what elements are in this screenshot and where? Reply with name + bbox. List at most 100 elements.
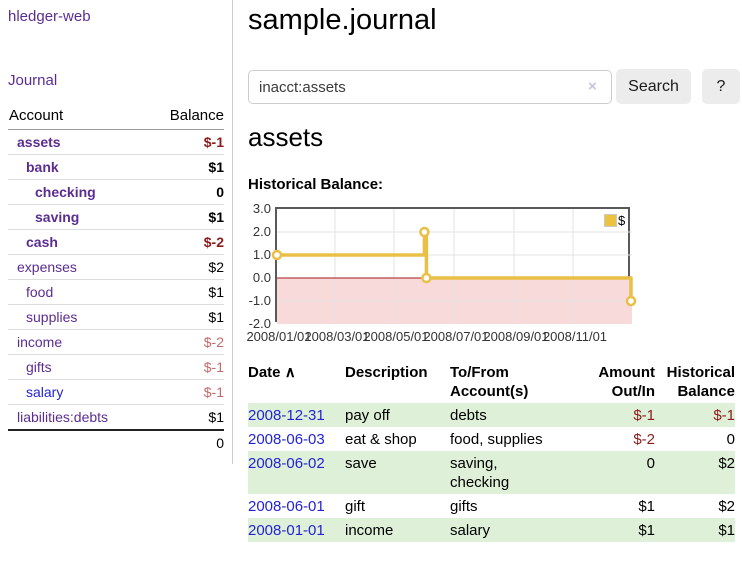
account-balance: $1 <box>148 404 224 431</box>
txn-date-link[interactable]: 2008-06-03 <box>248 431 325 448</box>
txn-balance: $2 <box>655 451 735 494</box>
x-tick: 2008/09/01 <box>483 329 549 344</box>
account-link-gifts[interactable]: gifts <box>26 359 52 375</box>
search-button[interactable]: Search <box>616 69 691 104</box>
account-link-income[interactable]: income <box>17 334 63 350</box>
account-balance: $1 <box>148 154 224 180</box>
accounts-total-row: 0 <box>8 429 224 456</box>
x-tick: 2008/05/01 <box>363 329 429 344</box>
chart-plot[interactable] <box>271 207 637 324</box>
txn-tofrom: food, supplies <box>450 431 543 448</box>
col-description: Description <box>345 364 428 381</box>
account-link-cash[interactable]: cash <box>26 234 58 250</box>
txn-date-link[interactable]: 2008-06-01 <box>248 498 325 515</box>
accounts-table: Account Balance assets $-1 bank $1 check… <box>8 105 224 456</box>
txn-amount: $-2 <box>633 431 655 448</box>
register-row: 2008-06-02 save saving, checking 0 $2 <box>248 451 735 494</box>
y-tick: 3.0 <box>252 201 271 216</box>
x-tick: 2008/11/01 <box>542 329 608 344</box>
brand-link[interactable]: hledger-web <box>8 8 91 25</box>
y-tick: 0.0 <box>252 270 271 285</box>
register-row: 2008-12-31 pay off debts $-1 $-1 <box>248 403 735 427</box>
account-row: checking 0 <box>8 179 224 205</box>
account-link-liabilities-debts[interactable]: liabilities:debts <box>17 409 109 425</box>
accounts-total-balance: 0 <box>148 429 224 456</box>
y-tick: 2.0 <box>252 224 271 239</box>
historical-balance-chart: 3.0 2.0 1.0 0.0 -1.0 -2.0 <box>246 201 742 348</box>
register-header-row: Date ∧ Description To/From Account(s) Am… <box>248 361 735 403</box>
accounts-header-row: Account Balance <box>8 105 224 130</box>
account-balance: $1 <box>148 279 224 305</box>
clear-search-icon[interactable]: × <box>588 78 597 95</box>
txn-balance: $2 <box>718 498 735 515</box>
y-tick: -1.0 <box>248 293 271 308</box>
gridlines <box>277 209 632 324</box>
chart-legend: $ <box>604 212 626 229</box>
txn-amount: $-1 <box>585 403 655 427</box>
account-balance: 0 <box>148 179 224 205</box>
register-table: Date ∧ Description To/From Account(s) Am… <box>248 361 735 542</box>
txn-tofrom: debts <box>450 403 585 427</box>
account-link-food[interactable]: food <box>26 284 54 300</box>
account-row: supplies $1 <box>8 304 224 330</box>
account-row: expenses $2 <box>8 254 224 280</box>
sidebar-item-journal[interactable]: Journal <box>8 72 58 89</box>
account-row: saving $1 <box>8 204 224 230</box>
chart-title: Historical Balance: <box>248 176 384 193</box>
txn-tofrom: salary <box>450 518 585 542</box>
account-link-assets[interactable]: assets <box>17 134 61 150</box>
account-link-expenses[interactable]: expenses <box>17 259 77 275</box>
txn-date-link[interactable]: 2008-01-01 <box>248 522 325 539</box>
txn-date-link[interactable]: 2008-12-31 <box>248 407 325 424</box>
account-balance: $-1 <box>148 129 224 155</box>
account-row: liabilities:debts $1 <box>8 404 224 431</box>
account-row: bank $1 <box>8 154 224 180</box>
col-tofrom: To/From Account(s) <box>450 364 529 400</box>
txn-tofrom: saving, checking <box>450 451 585 494</box>
account-link-saving[interactable]: saving <box>35 209 80 225</box>
account-row: cash $-2 <box>8 229 224 255</box>
y-tick: -2.0 <box>248 316 271 331</box>
col-date[interactable]: Date ∧ <box>248 364 296 381</box>
account-row: gifts $-1 <box>8 354 224 380</box>
account-balance: $-1 <box>148 379 224 405</box>
txn-balance: 0 <box>726 431 735 448</box>
account-link-supplies[interactable]: supplies <box>26 309 78 325</box>
account-link-bank[interactable]: bank <box>26 159 59 175</box>
legend-swatch-icon <box>604 214 617 228</box>
sidebar: hledger-web Journal Account Balance asse… <box>0 0 233 464</box>
x-tick: 2008/01/01 <box>246 329 312 344</box>
account-heading: assets <box>248 122 324 152</box>
account-link-checking[interactable]: checking <box>35 184 96 200</box>
accounts-col-account: Account <box>8 105 149 130</box>
x-tick: 2008/03/01 <box>304 329 370 344</box>
txn-balance: $1 <box>655 518 735 542</box>
txn-description: save <box>345 451 450 494</box>
account-row: assets $-1 <box>8 129 224 155</box>
accounts-col-balance: Balance <box>148 105 224 130</box>
y-tick: 1.0 <box>252 247 271 262</box>
account-row: salary $-1 <box>8 379 224 405</box>
account-balance: $1 <box>148 204 224 230</box>
account-balance: $-1 <box>148 354 224 380</box>
col-amount: Amount Out/In <box>598 364 655 400</box>
txn-date-link[interactable]: 2008-06-02 <box>248 455 325 472</box>
txn-tofrom: gifts <box>450 498 478 515</box>
legend-label: $ <box>618 213 626 229</box>
txn-amount: $1 <box>585 518 655 542</box>
txn-description: gift <box>345 498 366 515</box>
account-balance: $2 <box>148 254 224 280</box>
txn-description: eat & shop <box>345 431 417 448</box>
register-row: 2008-01-01 income salary $1 $1 <box>248 518 735 542</box>
help-button[interactable]: ? <box>702 69 740 104</box>
sort-asc-icon: ∧ <box>284 364 296 381</box>
txn-amount: $1 <box>638 498 655 515</box>
account-link-salary[interactable]: salary <box>26 384 64 400</box>
account-balance: $-2 <box>148 329 224 355</box>
series-markers <box>271 226 637 307</box>
search-input[interactable] <box>248 70 612 104</box>
main-content: sample.journal × Search ? assets Histori… <box>246 0 742 582</box>
txn-description: pay off <box>345 403 450 427</box>
account-row: food $1 <box>8 279 224 305</box>
search-form: × Search ? <box>248 69 742 105</box>
